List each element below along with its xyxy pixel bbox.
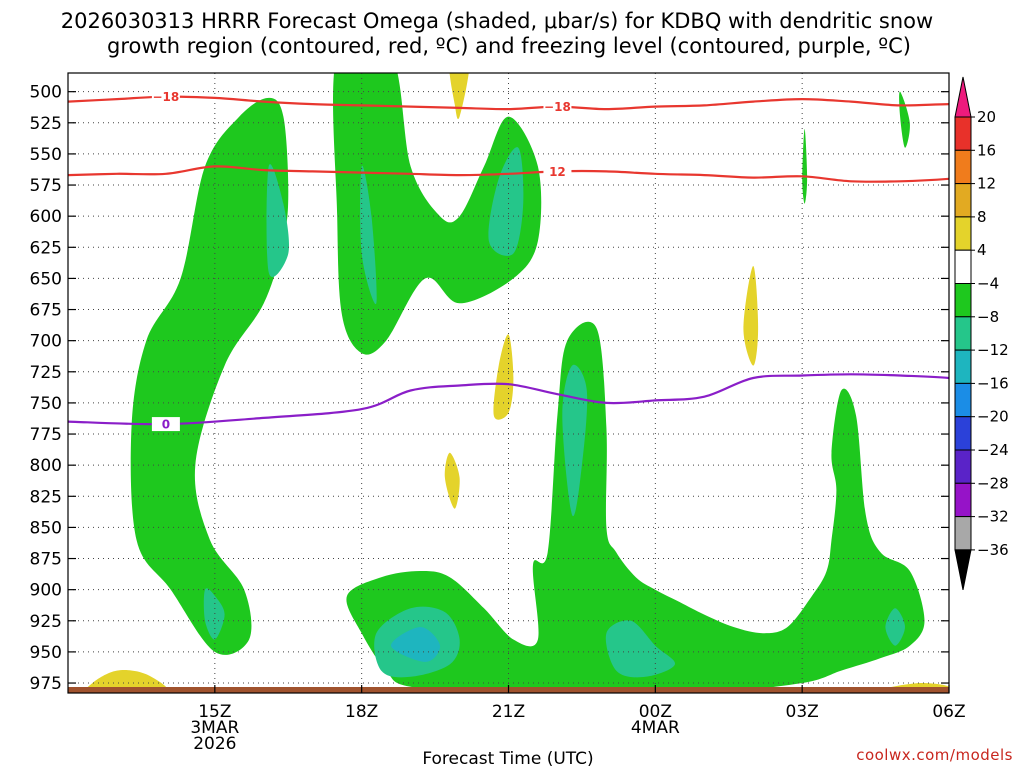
y-axis: 500 525 550 575 600 625 650 675 700 725 750 775 800 8… bbox=[30, 83, 949, 694]
colorbar-label-11: −28 bbox=[977, 474, 1009, 492]
colorbar-swatch-7 bbox=[954, 316, 972, 351]
colorbar-top-arrow bbox=[954, 76, 972, 118]
colorbar-swatch-4 bbox=[954, 216, 972, 251]
omega-region-12 bbox=[885, 608, 905, 646]
colorbar-swatch-12 bbox=[954, 482, 972, 518]
red-contour-minus18-label-bg-0 bbox=[151, 89, 180, 104]
omega-region-8 bbox=[203, 588, 225, 640]
omega-region-15 bbox=[449, 73, 469, 120]
red-contour-minus18-label-bg-1 bbox=[543, 99, 572, 114]
colorbar-label-1: 16 bbox=[977, 141, 996, 159]
omega-region-17 bbox=[444, 452, 460, 509]
y-tick-label-850: 850 bbox=[30, 518, 62, 538]
y-tick-label-550: 550 bbox=[30, 145, 62, 165]
y-tick-label-825: 825 bbox=[30, 487, 62, 507]
colorbar-bottom-arrow bbox=[954, 549, 972, 590]
colorbar-label-13: −36 bbox=[977, 541, 1009, 559]
colorbar-swatch-3 bbox=[954, 183, 972, 218]
y-tick-label-500: 500 bbox=[30, 83, 62, 103]
red-contour-12 bbox=[68, 165, 949, 183]
omega-region-10 bbox=[390, 627, 441, 662]
colorbar-swatch-5 bbox=[954, 249, 972, 284]
colorbar-label-7: −12 bbox=[977, 341, 1009, 359]
y-tick-label-875: 875 bbox=[30, 550, 62, 570]
colorbar-swatch-11 bbox=[954, 449, 972, 484]
omega-region-5 bbox=[360, 165, 377, 305]
y-tick-label-800: 800 bbox=[30, 456, 62, 476]
omega-region-3 bbox=[263, 110, 284, 167]
plot-area: −18 −18 12 0 bbox=[67, 72, 950, 694]
red-contour-minus18-label-1: −18 bbox=[544, 100, 571, 114]
grid-lines bbox=[68, 73, 950, 693]
chart-title-line2: growth region (contoured, red, ºC) and f… bbox=[107, 34, 911, 58]
colorbar-swatch-8 bbox=[954, 349, 972, 384]
x-tick-label-5-0: 18Z bbox=[345, 702, 378, 722]
red-contour-minus18-label-0: −18 bbox=[153, 90, 180, 104]
x-tick-label-2-0: 15Z bbox=[198, 702, 231, 722]
y-tick-label-725: 725 bbox=[30, 363, 62, 383]
colorbar-swatch-13 bbox=[954, 516, 972, 551]
x-tick-label-11-0: 00Z bbox=[639, 702, 672, 722]
colorbar-label-6: −8 bbox=[977, 308, 999, 326]
purple-contour-0-label-0: 0 bbox=[162, 418, 170, 432]
y-tick-label-650: 650 bbox=[30, 269, 62, 289]
y-tick-label-600: 600 bbox=[30, 207, 62, 227]
y-tick-label-775: 775 bbox=[30, 425, 62, 445]
y-tick-label-750: 750 bbox=[30, 394, 62, 414]
colorbar-label-4: 4 bbox=[977, 241, 987, 259]
red-contour-minus18 bbox=[68, 95, 949, 111]
x-tick-label-17-0: 06Z bbox=[932, 702, 965, 722]
y-tick-label-925: 925 bbox=[30, 612, 62, 632]
colorbar-label-3: 8 bbox=[977, 208, 987, 226]
y-tick-label-900: 900 bbox=[30, 581, 62, 601]
omega-region-0 bbox=[130, 97, 289, 655]
y-tick-label-950: 950 bbox=[30, 643, 62, 663]
x-tick-label-14-0: 03Z bbox=[786, 702, 819, 722]
colorbar-label-10: −24 bbox=[977, 441, 1009, 459]
omega-region-18 bbox=[743, 266, 759, 366]
colorbar-label-12: −32 bbox=[977, 508, 1009, 526]
red-contour-12-label-0: 12 bbox=[549, 165, 566, 179]
purple-contour-0-label-bg-0 bbox=[151, 417, 180, 432]
red-contour-12-label-bg-0 bbox=[543, 164, 572, 179]
y-tick-label-700: 700 bbox=[30, 332, 62, 352]
purple-contour-0 bbox=[68, 373, 949, 426]
y-tick-label-625: 625 bbox=[30, 238, 62, 258]
y-tick-label-975: 975 bbox=[30, 674, 62, 694]
chart-title-line1: 2026030313 HRRR Forecast Omega (shaded, … bbox=[61, 9, 933, 33]
colorbar-swatch-2 bbox=[954, 149, 972, 185]
omega-region-11 bbox=[605, 620, 676, 678]
credit-link[interactable]: coolwx.com/models bbox=[856, 746, 1013, 764]
x-tick-label-8-0: 21Z bbox=[492, 702, 525, 722]
contour-lines: −18 −18 12 0 bbox=[68, 89, 949, 432]
x-tick-label-11-1: 4MAR bbox=[631, 718, 680, 738]
colorbar: 20 16 12 8 4 −4 −8 −12 −16 −20 −24 −28 −32 −36 bbox=[954, 76, 1009, 590]
colorbar-label-8: −16 bbox=[977, 374, 1009, 392]
x-tick-label-2-1: 3MAR bbox=[190, 718, 239, 738]
x-tick-label-2-2: 2026 bbox=[193, 734, 236, 754]
colorbar-label-5: −4 bbox=[977, 275, 999, 293]
omega-region-1 bbox=[333, 73, 542, 355]
colorbar-label-2: 12 bbox=[977, 175, 996, 193]
colorbar-label-0: 20 bbox=[977, 108, 996, 126]
colorbar-label-9: −20 bbox=[977, 408, 1009, 426]
y-tick-label-675: 675 bbox=[30, 301, 62, 321]
colorbar-swatch-10 bbox=[954, 416, 972, 451]
colorbar-swatch-9 bbox=[954, 382, 972, 418]
omega-region-4 bbox=[266, 164, 290, 278]
y-tick-label-575: 575 bbox=[30, 176, 62, 196]
x-axis-label: Forecast Time (UTC) bbox=[422, 749, 593, 768]
colorbar-swatch-6 bbox=[954, 283, 972, 318]
colorbar-swatch-1 bbox=[954, 116, 972, 151]
y-tick-label-525: 525 bbox=[30, 114, 62, 134]
